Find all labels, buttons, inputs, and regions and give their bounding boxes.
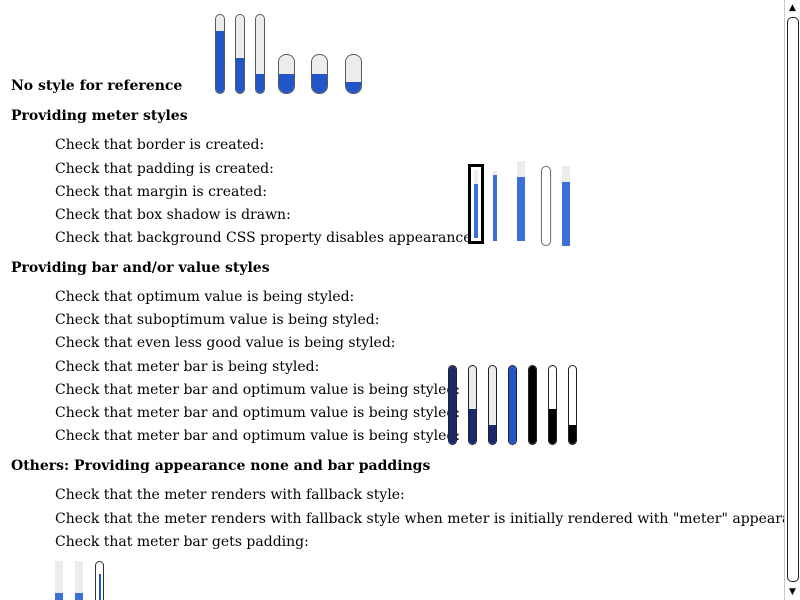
scroll-down-icon[interactable]: ▼: [789, 587, 796, 597]
meter-suboptimum: [468, 365, 477, 445]
check-label: Check that the meter renders with fallba…: [55, 511, 784, 527]
meter-bar-padding: [95, 561, 104, 600]
meter-even-less-good: [488, 365, 497, 445]
check-label: Check that the meter renders with fallba…: [55, 487, 405, 503]
check-label: Check that suboptimum value is being sty…: [55, 312, 380, 328]
meter-bar-optimum: [568, 365, 577, 445]
meter-value: [517, 177, 525, 241]
meter-margin: [517, 161, 525, 241]
meter-bordered: [468, 164, 484, 244]
section-heading-meter-styles: Providing meter styles: [11, 108, 188, 124]
meter-value: [216, 30, 224, 93]
meter-bar-styled: [508, 365, 517, 445]
meter-value: [529, 366, 536, 444]
meter: [215, 14, 225, 94]
scroll-up-icon[interactable]: ▲: [789, 3, 796, 13]
meter: [311, 54, 328, 94]
meter: [345, 54, 362, 94]
check-label: Check that box shadow is drawn:: [55, 207, 291, 223]
meter-value: [569, 424, 576, 444]
meter-value: [75, 593, 83, 600]
meter-fallback-initial: [75, 561, 83, 600]
meter: [278, 54, 295, 94]
meter-value: [449, 366, 456, 444]
check-label: Check that border is created:: [55, 137, 265, 153]
meter-value: [312, 74, 327, 93]
meter-value: [469, 408, 476, 444]
section-heading-bar-value: Providing bar and/or value styles: [11, 260, 270, 276]
check-label: Check that meter bar gets padding:: [55, 534, 309, 550]
check-label: Check that meter bar and optimum value i…: [55, 382, 461, 398]
check-label: Check that padding is created:: [55, 161, 274, 177]
meter-value: [509, 366, 516, 444]
meter-value: [562, 182, 570, 246]
meter-shadow: [541, 166, 551, 246]
meter-value: [474, 183, 478, 238]
check-label: Check that meter bar is being styled:: [55, 359, 320, 375]
check-label: Check that meter bar and optimum value i…: [55, 405, 461, 421]
meter: [255, 14, 265, 94]
meter-value: [549, 408, 556, 444]
meter-fallback: [55, 561, 63, 600]
check-label: Check that meter bar and optimum value i…: [55, 428, 461, 444]
check-label: Check that margin is created:: [55, 184, 267, 200]
meter-background: [562, 166, 570, 246]
meter-optimum: [448, 365, 457, 445]
meter-value: [256, 73, 264, 93]
meter: [235, 14, 245, 94]
meter-value: [55, 593, 63, 600]
meter-value: [346, 81, 361, 93]
meter-padded: [493, 171, 497, 241]
scrollbar-thumb[interactable]: [787, 17, 799, 582]
meter-value: [99, 573, 101, 600]
meter-value: [489, 424, 496, 444]
section-heading-reference: No style for reference: [11, 78, 183, 94]
check-label: Check that even less good value is being…: [55, 335, 396, 351]
meter-bar-optimum: [548, 365, 557, 445]
meter-value: [236, 57, 244, 93]
section-heading-others: Others: Providing appearance none and ba…: [11, 458, 431, 474]
check-label: Check that optimum value is being styled…: [55, 289, 355, 305]
check-label: Check that background CSS property disab…: [55, 230, 477, 246]
meter-value: [279, 74, 294, 93]
vertical-scrollbar[interactable]: ▲ ▼: [784, 0, 800, 600]
meter-bar-optimum: [528, 365, 537, 445]
meter-value: [493, 174, 497, 241]
